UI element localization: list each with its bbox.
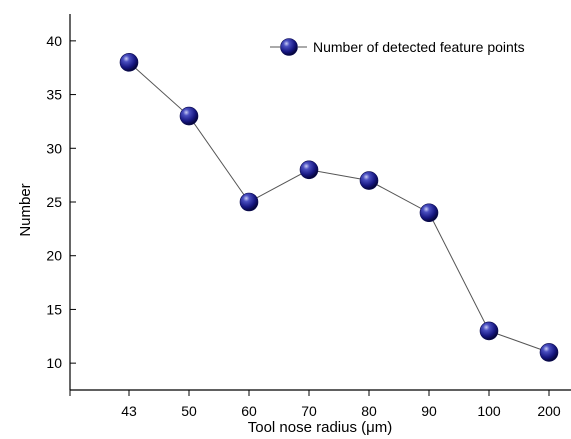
- series-markers: [119, 53, 559, 362]
- x-tick-label: 100: [477, 403, 501, 419]
- y-tick-label: 15: [46, 301, 62, 317]
- y-tick-label: 40: [46, 33, 62, 49]
- data-point-marker: [179, 106, 199, 126]
- y-tick-label: 35: [46, 87, 62, 103]
- data-point-marker: [299, 160, 319, 180]
- x-tick-label: 80: [361, 403, 377, 419]
- x-tick-label: 60: [241, 403, 257, 419]
- data-point-marker: [119, 53, 139, 72]
- x-tick-label: 43: [121, 403, 137, 419]
- x-tick-label: 200: [537, 403, 561, 419]
- legend: Number of detected feature points: [270, 38, 525, 56]
- data-point-marker: [419, 203, 439, 223]
- y-axis-ticks: 10 15 20 25 30 35 40: [46, 33, 76, 371]
- y-axis-title: Number: [17, 183, 34, 236]
- x-tick-label: 90: [421, 403, 437, 419]
- y-tick-label: 20: [46, 248, 62, 264]
- y-tick-label: 10: [46, 355, 62, 371]
- data-point-marker: [539, 343, 559, 362]
- x-axis-ticks: 43 50 60 70 80 90 100 200: [69, 390, 561, 419]
- x-tick-label: 50: [181, 403, 197, 419]
- x-tick-label: 70: [301, 403, 317, 419]
- legend-marker: [280, 38, 298, 56]
- y-tick-label: 30: [46, 140, 62, 156]
- data-point-marker: [239, 192, 259, 212]
- y-tick-label: 25: [46, 194, 62, 210]
- data-point-marker: [479, 321, 499, 341]
- legend-label: Number of detected feature points: [313, 39, 525, 55]
- series-line: [128, 61, 550, 353]
- x-axis-title: Tool nose radius (μm): [248, 419, 393, 436]
- data-point-marker: [359, 171, 379, 190]
